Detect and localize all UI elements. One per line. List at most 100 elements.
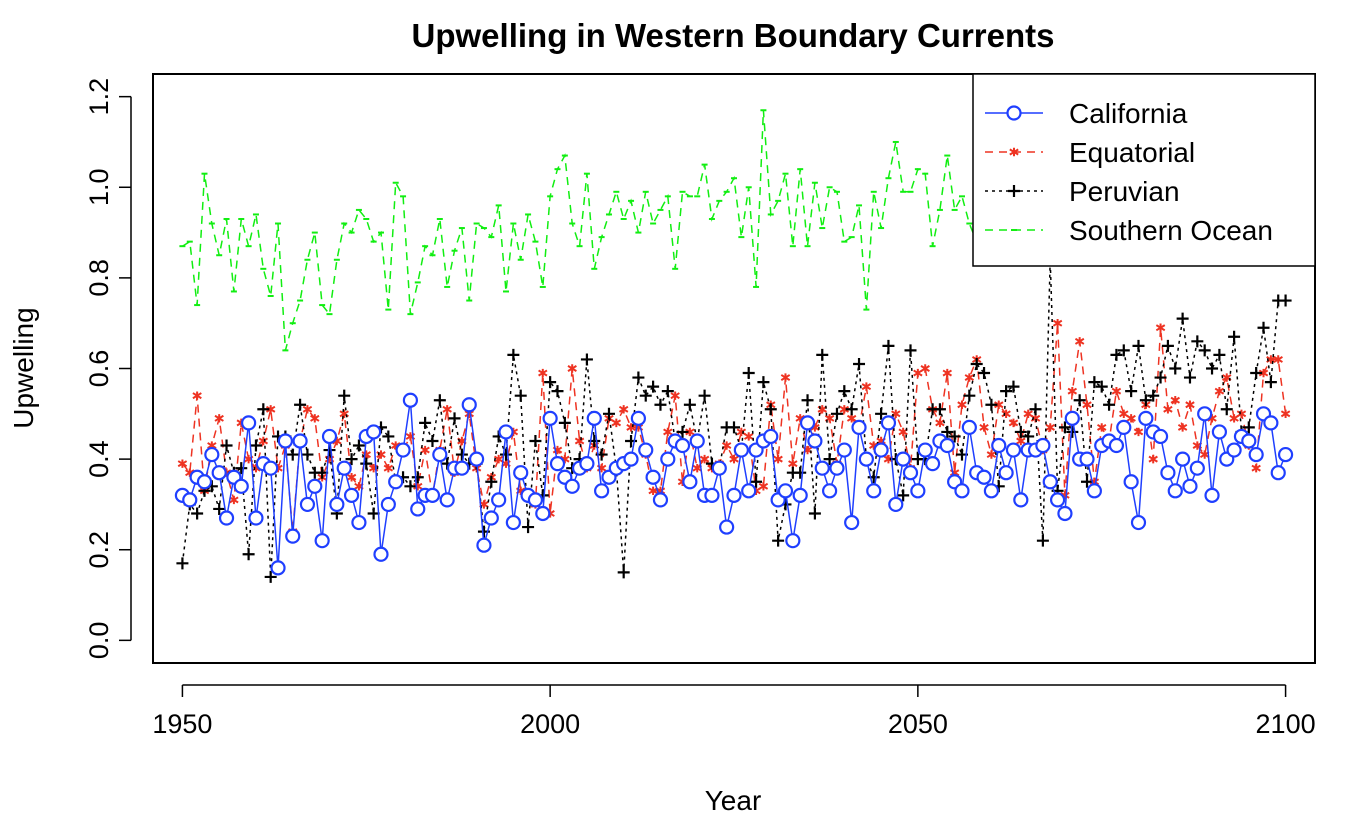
- plot-frame: [152, 73, 1316, 664]
- data-point-peruvian: [1191, 335, 1204, 348]
- data-point-california: [623, 451, 639, 467]
- data-point-california: [1248, 446, 1264, 463]
- data-point-california: [336, 460, 352, 476]
- data-point-california: [829, 460, 845, 476]
- data-point-equatorial: [839, 405, 850, 414]
- data-point-peruvian: [853, 357, 866, 370]
- data-point-california: [1123, 474, 1139, 490]
- data-point-california: [468, 451, 485, 467]
- data-point-peruvian: [757, 376, 770, 389]
- data-point-peruvian: [1154, 371, 1167, 384]
- legend-label-southern-ocean: Southern Ocean: [1069, 215, 1273, 246]
- data-point-peruvian: [764, 403, 777, 416]
- data-point-equatorial: [861, 382, 872, 391]
- data-point-california: [638, 442, 654, 458]
- data-point-equatorial: [1258, 368, 1269, 378]
- data-point-peruvian: [235, 462, 248, 475]
- data-point-california: [1138, 410, 1154, 426]
- data-point-equatorial: [994, 400, 1004, 409]
- data-point-peruvian: [360, 457, 373, 470]
- data-point-equatorial: [1082, 400, 1092, 409]
- data-point-peruvian: [345, 453, 358, 466]
- data-point-peruvian: [1228, 330, 1241, 343]
- data-point-california: [1079, 451, 1095, 467]
- data-point-peruvian: [1183, 371, 1196, 384]
- data-point-california: [1042, 474, 1058, 490]
- data-point-equatorial: [302, 405, 313, 414]
- chart-title: Upwelling in Western Boundary Currents: [412, 17, 1055, 54]
- data-point-peruvian: [316, 466, 329, 479]
- data-point-peruvian: [294, 398, 307, 411]
- data-point-peruvian: [676, 425, 689, 438]
- data-point-peruvian: [367, 507, 380, 520]
- data-point-equatorial: [1280, 409, 1291, 419]
- data-point-california: [741, 483, 757, 499]
- data-point-equatorial: [192, 391, 202, 400]
- series-line-peruvian: [181, 259, 1286, 577]
- data-point-california: [299, 496, 316, 513]
- data-point-california: [792, 487, 808, 503]
- data-point-equatorial: [1177, 423, 1188, 432]
- data-point-equatorial: [1155, 323, 1166, 332]
- data-point-peruvian: [808, 507, 821, 520]
- data-point-california: [476, 537, 492, 553]
- data-point-equatorial: [1052, 318, 1063, 328]
- data-point-california: [542, 410, 558, 426]
- data-point-california: [910, 483, 926, 499]
- data-point-california: [388, 474, 404, 490]
- data-point-california: [976, 469, 992, 485]
- data-point-california: [1057, 505, 1073, 522]
- data-point-california: [329, 496, 345, 513]
- data-point-equatorial: [538, 368, 548, 378]
- data-point-peruvian: [1014, 425, 1027, 438]
- data-point-peruvian: [1176, 312, 1189, 325]
- data-point-peruvian: [970, 357, 983, 370]
- data-point-peruvian: [661, 385, 674, 398]
- data-point-california: [1189, 460, 1205, 476]
- legend-marker-peruvian: [1008, 185, 1020, 197]
- data-point-california: [939, 437, 955, 454]
- data-point-equatorial: [1236, 409, 1247, 419]
- data-point-equatorial: [780, 373, 791, 382]
- data-point-california: [439, 492, 455, 508]
- data-point-california: [1108, 437, 1125, 454]
- data-point-peruvian: [1279, 294, 1292, 307]
- data-point-california: [1035, 437, 1051, 454]
- y-tick-label: 0.2: [84, 531, 114, 569]
- data-point-california: [395, 442, 411, 458]
- data-point-peruvian: [411, 471, 424, 484]
- data-point-peruvian: [933, 403, 946, 416]
- data-point-equatorial: [1163, 405, 1173, 414]
- data-point-california: [1005, 442, 1022, 458]
- data-point-peruvian: [551, 385, 564, 398]
- data-point-california: [248, 510, 264, 526]
- data-point-california: [233, 478, 249, 494]
- data-point-peruvian: [830, 407, 843, 420]
- data-point-equatorial: [942, 368, 953, 378]
- data-point-california: [277, 433, 293, 449]
- x-tick-label: 2000: [520, 709, 580, 739]
- data-point-equatorial: [611, 418, 622, 428]
- data-point-peruvian: [286, 448, 299, 461]
- data-point-california: [366, 424, 382, 440]
- data-point-california: [1160, 465, 1176, 481]
- data-point-california: [1211, 424, 1227, 440]
- x-tick-label: 1950: [152, 709, 212, 739]
- data-point-peruvian: [176, 557, 189, 570]
- data-point-peruvian: [1169, 362, 1182, 375]
- data-point-peruvian: [1132, 339, 1145, 352]
- data-point-equatorial: [1119, 409, 1129, 419]
- data-point-california: [314, 533, 330, 549]
- y-tick-label: 1.2: [84, 78, 114, 116]
- data-point-peruvian: [941, 425, 954, 438]
- series-layer: [174, 109, 1294, 583]
- data-point-peruvian: [632, 371, 645, 384]
- data-point-peruvian: [867, 471, 880, 484]
- x-axis: 1950 2000 2050 2100: [152, 684, 1316, 739]
- legend-label-equatorial: Equatorial: [1069, 137, 1195, 168]
- data-point-california: [586, 410, 602, 426]
- data-point-peruvian: [1000, 385, 1013, 398]
- data-point-california: [1226, 442, 1242, 458]
- data-point-california: [321, 428, 338, 445]
- data-point-california: [196, 474, 213, 490]
